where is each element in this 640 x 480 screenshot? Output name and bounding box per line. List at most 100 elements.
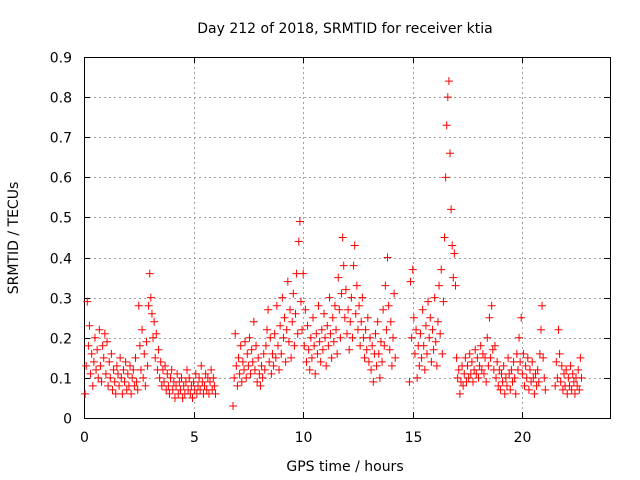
data-point: [261, 341, 270, 350]
data-point: [435, 281, 444, 290]
data-point: [384, 301, 393, 310]
data-point: [100, 329, 109, 338]
data-point: [412, 325, 421, 334]
data-point: [241, 337, 250, 346]
x-axis: 0 5 10 15 20: [80, 57, 531, 446]
data-point: [263, 325, 272, 334]
data-point: [385, 345, 394, 354]
data-point: [318, 345, 327, 354]
data-point: [349, 261, 358, 270]
x-axis-label: GPS time / hours: [286, 459, 403, 475]
data-point: [344, 305, 353, 314]
data-point: [473, 353, 482, 362]
data-point: [198, 377, 207, 386]
data-point: [482, 377, 491, 386]
data-point: [516, 357, 525, 366]
data-point: [343, 329, 351, 338]
data-point: [513, 365, 522, 374]
data-point: [264, 305, 273, 314]
data-point: [538, 301, 547, 310]
data-point: [470, 365, 479, 374]
data-point: [417, 353, 426, 362]
data-point: [442, 121, 451, 130]
data-point: [495, 365, 504, 374]
data-point: [140, 349, 149, 358]
data-point: [565, 381, 574, 390]
data-point: [211, 389, 220, 398]
data-point: [179, 381, 188, 390]
data-point: [476, 341, 485, 350]
data-point: [488, 345, 497, 354]
data-point: [574, 365, 583, 374]
y-tick-label: 0: [63, 412, 72, 428]
data-point: [379, 305, 388, 314]
data-point: [405, 377, 414, 386]
data-point: [265, 357, 274, 366]
data-point: [83, 297, 92, 306]
data-point: [242, 373, 251, 382]
data-point: [249, 317, 258, 326]
data-point: [118, 389, 127, 398]
data-point: [161, 361, 170, 370]
data-point: [527, 377, 536, 386]
y-tick-label: 0.8: [50, 91, 72, 107]
data-point: [386, 317, 395, 326]
data-point: [569, 377, 578, 386]
data-point: [143, 361, 152, 370]
data-point: [535, 349, 544, 358]
data-point: [138, 325, 147, 334]
data-point: [269, 361, 278, 370]
data-point: [449, 273, 458, 282]
data-point: [260, 365, 269, 374]
data-point: [267, 369, 276, 378]
data-point: [97, 377, 106, 386]
data-point: [496, 385, 505, 394]
data-point: [515, 333, 524, 342]
data-point: [299, 269, 308, 278]
data-point: [134, 301, 143, 310]
data-point: [390, 289, 399, 298]
data-point: [282, 325, 291, 334]
data-point: [441, 173, 450, 182]
data-point: [499, 361, 508, 370]
data-point: [328, 313, 337, 322]
data-point: [373, 317, 382, 326]
data-point: [570, 389, 579, 398]
data-point: [304, 345, 313, 354]
data-point: [446, 149, 455, 158]
data-point: [508, 377, 517, 386]
data-point: [209, 373, 218, 382]
data-point: [89, 357, 98, 366]
data-point: [421, 321, 430, 330]
data-point: [483, 333, 492, 342]
data-point: [275, 365, 284, 374]
data-point: [283, 277, 292, 286]
data-point: [168, 385, 177, 394]
data-point: [485, 313, 494, 322]
data-point: [131, 353, 140, 362]
data-point: [487, 301, 496, 310]
data-point: [454, 365, 463, 374]
data-point: [551, 381, 560, 390]
data-point: [312, 329, 321, 338]
data-point: [510, 373, 519, 382]
data-point: [191, 369, 200, 378]
data-point: [437, 265, 446, 274]
data-point: [521, 361, 530, 370]
data-point: [474, 373, 483, 382]
data-point: [564, 373, 573, 382]
data-point: [552, 357, 561, 366]
data-point: [98, 341, 107, 350]
data-point: [433, 317, 442, 326]
data-point: [406, 277, 415, 286]
data-point: [439, 297, 448, 306]
data-point: [158, 365, 167, 374]
y-tick-label: 0.7: [50, 131, 72, 147]
data-point: [531, 369, 540, 378]
data-point: [301, 305, 310, 314]
data-point: [424, 297, 433, 306]
data-point: [281, 357, 290, 366]
data-point: [502, 381, 511, 390]
data-point: [253, 377, 262, 386]
